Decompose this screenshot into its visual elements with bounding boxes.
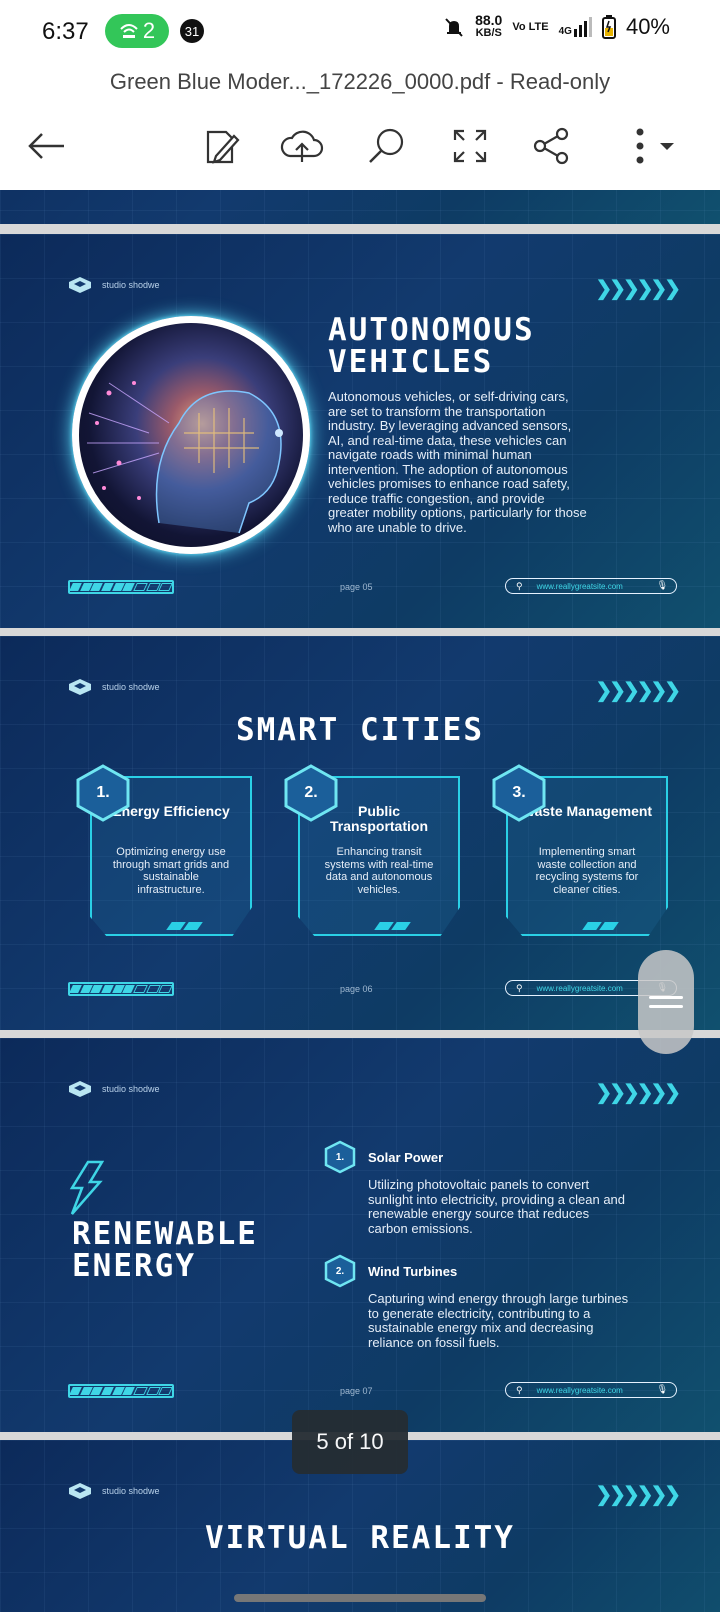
edit-button[interactable]: [196, 122, 244, 170]
more-button[interactable]: [612, 122, 684, 170]
brain-image: [72, 316, 310, 554]
document-title: Green Blue Moder..._172226_0000.pdf - Re…: [109, 69, 611, 94]
slide-title: VIRTUAL REALITY: [205, 1520, 515, 1556]
studio-logo-icon: [69, 277, 91, 293]
toolbar: [0, 112, 720, 190]
mic-icon: 🎙: [656, 580, 668, 590]
search-button[interactable]: [362, 122, 410, 170]
site-url: ⚲www.reallygreatsite.com🎙: [505, 1382, 677, 1398]
brand: studio shodwe: [68, 1080, 160, 1098]
slide-page-06: studio shodwe ❯❯❯❯❯❯ SMART CITIES Energy…: [0, 636, 720, 1030]
wifi-hotspot-icon: [120, 24, 138, 38]
fullscreen-button[interactable]: [446, 122, 494, 170]
slide-page-05: studio shodwe ❯❯❯❯❯❯ AUTONOMOUS VEHICLES…: [0, 234, 720, 628]
slide-page-07: studio shodwe ❯❯❯❯❯❯ RENEWABLE ENERGY 1.…: [0, 1038, 720, 1432]
edit-icon: [206, 130, 240, 164]
bell-muted-icon: [445, 18, 463, 37]
slide-title: AUTONOMOUS VEHICLES: [328, 312, 535, 380]
search-icon: ⚲: [516, 982, 523, 993]
item-title: Solar Power: [368, 1150, 444, 1165]
site-url: ⚲www.reallygreatsite.com🎙: [505, 578, 677, 594]
net-speed: 88.0 KB/S: [475, 12, 503, 39]
slide-page-08: studio shodwe ❯❯❯❯❯❯ VIRTUAL REALITY: [0, 1440, 720, 1612]
studio-logo-icon: [69, 1081, 91, 1097]
volte-indicator: Vo LTE: [512, 20, 549, 33]
number-badge: 1.: [76, 764, 130, 822]
battery-icon: [601, 15, 616, 39]
share-icon: [533, 127, 569, 165]
page-number: page 05: [340, 582, 373, 592]
share-button[interactable]: [528, 122, 576, 170]
number-badge: 3.: [492, 764, 546, 822]
back-button[interactable]: [22, 122, 70, 170]
brand: studio shodwe: [68, 1482, 160, 1500]
chevrons-icon: ❯❯❯❯❯❯: [595, 1484, 681, 1506]
chevrons-icon: ❯❯❯❯❯❯: [595, 278, 681, 300]
slide-body: Autonomous vehicles, or self-driving car…: [328, 389, 587, 535]
number-badge: 2.: [324, 1254, 356, 1288]
item-body: Utilizing photovoltaic panels to convert…: [368, 1177, 626, 1236]
hotspot-indicator: 2: [105, 14, 169, 48]
mic-icon: 🎙: [656, 1384, 668, 1394]
fullscreen-icon: [453, 129, 487, 163]
home-indicator[interactable]: [234, 1594, 486, 1602]
brand: studio shodwe: [68, 678, 160, 696]
page-number: page 07: [340, 1386, 373, 1396]
studio-logo-icon: [69, 1483, 91, 1499]
progress-decoration: [68, 580, 174, 594]
signal-icon: 4G: [559, 17, 592, 37]
cloud-upload-button[interactable]: [278, 122, 326, 170]
lightning-icon: [69, 1160, 104, 1215]
status-right: 88.0 KB/S Vo LTE 4G 40%: [443, 12, 670, 40]
number-badge: 2.: [284, 764, 338, 822]
page-number: page 06: [340, 984, 373, 994]
item-body: Capturing wind energy through large turb…: [368, 1291, 629, 1350]
hotspot-count: 2: [142, 18, 156, 43]
number-badge: 1.: [324, 1140, 356, 1174]
battery-level: 40%: [625, 14, 670, 39]
fast-scroll-handle[interactable]: [638, 950, 694, 1054]
slide-title: RENEWABLE ENERGY: [72, 1216, 258, 1284]
back-arrow-icon: [28, 133, 64, 159]
slide-title: SMART CITIES: [236, 712, 484, 748]
search-icon: [369, 128, 404, 163]
card-energy: Energy Efficiency Optimizing energy use …: [90, 776, 252, 936]
notification-badge: 31: [180, 19, 204, 43]
pdf-viewer[interactable]: ⚲www.reallygreatsite.com studio shodwe ❯…: [0, 190, 720, 1612]
brand: studio shodwe: [68, 276, 160, 294]
progress-decoration: [68, 1384, 174, 1398]
progress-decoration: [68, 982, 174, 996]
page-indicator: 5 of 10: [292, 1410, 408, 1474]
item-title: Wind Turbines: [368, 1264, 458, 1279]
search-icon: ⚲: [516, 580, 523, 591]
chevrons-icon: ❯❯❯❯❯❯: [595, 1082, 681, 1104]
slide-page-04: ⚲www.reallygreatsite.com: [0, 190, 720, 224]
status-bar: 6:37 2 31 88.0 KB/S Vo LTE 4G 40%: [0, 0, 720, 62]
chevrons-icon: ❯❯❯❯❯❯: [595, 680, 681, 702]
clock: 6:37: [42, 18, 89, 45]
more-icon: [636, 128, 674, 164]
studio-logo-icon: [69, 679, 91, 695]
cloud-upload-icon: [280, 130, 324, 162]
search-icon: ⚲: [516, 1384, 523, 1395]
